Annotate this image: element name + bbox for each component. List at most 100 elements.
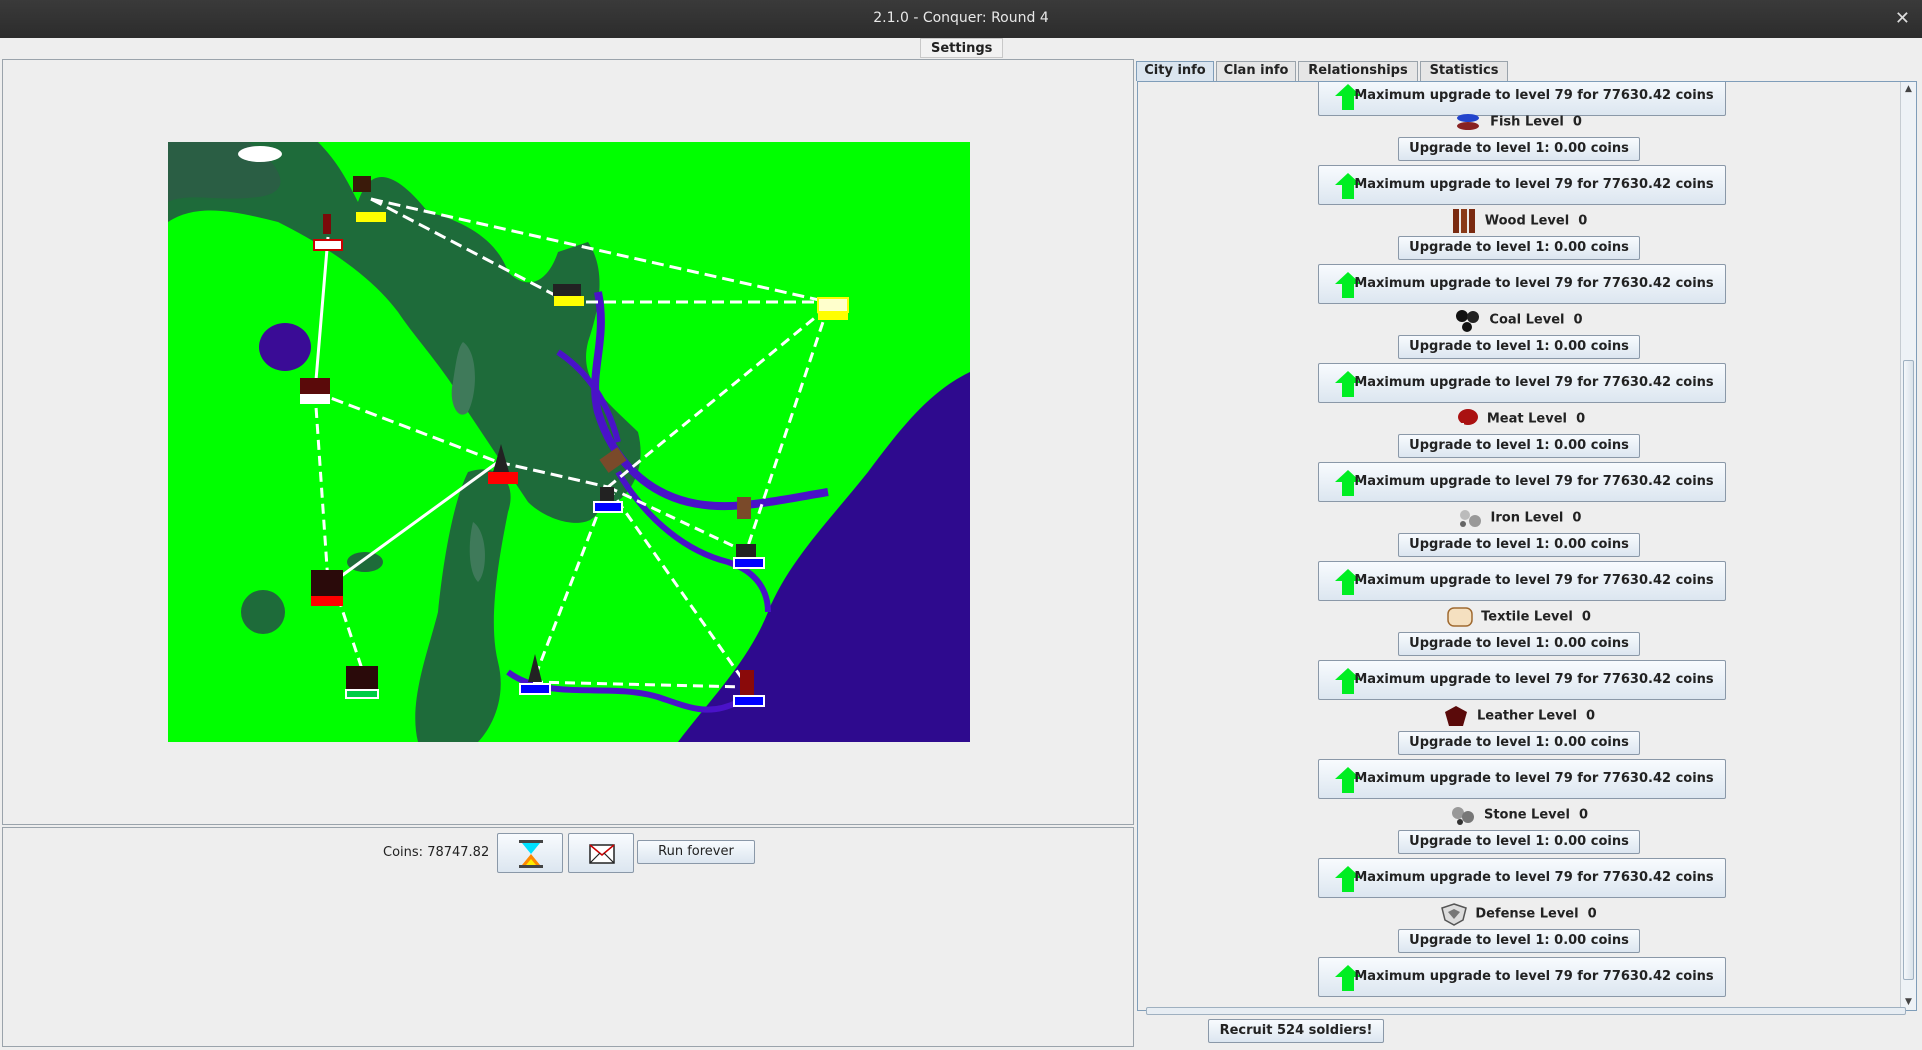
scroll-up-icon[interactable]: ▲	[1905, 84, 1912, 94]
fish-icon	[1454, 110, 1484, 134]
upgrade-level-button[interactable]: Upgrade to level 1: 0.00 coins	[1398, 830, 1640, 854]
bridge-east	[737, 497, 751, 519]
forest-inner-2	[469, 522, 485, 582]
upgrade-arrow-icon	[1335, 569, 1361, 595]
tab-clan-info[interactable]: Clan info	[1216, 61, 1296, 81]
window-title: 2.1.0 - Conquer: Round 4	[873, 10, 1049, 26]
upgrade-level-button[interactable]: Upgrade to level 1: 0.00 coins	[1398, 137, 1640, 161]
resource-name: Iron Level	[1490, 510, 1564, 526]
upgrade-arrow-icon	[1335, 272, 1361, 298]
route-line	[497, 460, 609, 489]
run-forever-button[interactable]: Run forever	[637, 840, 755, 864]
resource-level: 0	[1585, 708, 1596, 724]
resource-name: Defense Level	[1475, 906, 1579, 922]
shield-icon	[1439, 902, 1469, 926]
info-panel: City info Clan info Relationships Statis…	[1136, 59, 1920, 1047]
max-upgrade-button[interactable]: Maximum upgrade to level 79 for 77630.42…	[1318, 561, 1726, 601]
bridge-center	[599, 447, 627, 473]
max-upgrade-button[interactable]: Maximum upgrade to level 79 for 77630.42…	[1318, 363, 1726, 403]
close-icon[interactable]: ✕	[1894, 8, 1910, 29]
horizontal-scrollbar[interactable]	[1146, 1007, 1906, 1015]
resource-level: 0	[1576, 411, 1586, 427]
route-line	[607, 485, 747, 554]
max-upgrade-button[interactable]: Maximum upgrade to level 79 for 77630.42…	[1318, 858, 1726, 898]
upgrade-level-button[interactable]: Upgrade to level 1: 0.00 coins	[1398, 731, 1640, 755]
upgrade-level-button[interactable]: Upgrade to level 1: 0.00 coins	[1398, 632, 1640, 656]
route-line	[532, 680, 749, 689]
route-line	[370, 197, 569, 304]
city-blue-south[interactable]	[519, 654, 551, 695]
next-round-button[interactable]	[497, 833, 563, 873]
settings-menu[interactable]: Settings	[920, 38, 1004, 58]
route-line	[314, 390, 499, 464]
route-lines	[313, 197, 830, 689]
resource-name: Fish Level	[1490, 114, 1564, 130]
coins-display: Coins: 78747.82	[383, 845, 489, 860]
control-panel: Coins: 78747.82 Run forever	[2, 827, 1134, 1047]
forest-inner	[451, 342, 475, 415]
city-red-west[interactable]	[311, 570, 343, 606]
upgrade-arrow-icon	[1335, 866, 1361, 892]
resource-level: 0	[1581, 609, 1591, 625]
resource-name: Meat Level	[1486, 411, 1567, 427]
resource-name: Coal Level	[1489, 312, 1565, 328]
resource-label: Textile Level 0	[1138, 605, 1898, 629]
messages-button[interactable]	[568, 833, 634, 873]
meat-icon	[1451, 407, 1481, 431]
resource-level: 0	[1572, 114, 1582, 130]
upgrade-arrow-icon	[1335, 767, 1361, 793]
coins-label: Coins:	[383, 845, 424, 860]
max-upgrade-button[interactable]: Maximum upgrade to level 79 for 77630.42…	[1318, 82, 1726, 116]
max-upgrade-button[interactable]: Maximum upgrade to level 79 for 77630.42…	[1318, 264, 1726, 304]
recruit-soldiers-button[interactable]: Recruit 524 soldiers!	[1208, 1019, 1384, 1043]
river-north	[556, 349, 621, 443]
resource-name: Wood Level	[1484, 213, 1570, 229]
resource-name: Stone Level	[1483, 807, 1570, 823]
tab-statistics[interactable]: Statistics	[1420, 61, 1508, 81]
snow-patch	[238, 146, 282, 162]
route-line	[370, 197, 829, 304]
upgrade-level-button[interactable]: Upgrade to level 1: 0.00 coins	[1398, 434, 1640, 458]
vertical-scrollbar[interactable]: ▲ ▼	[1900, 82, 1916, 1010]
upgrade-level-button[interactable]: Upgrade to level 1: 0.00 coins	[1398, 929, 1640, 953]
city-green-south[interactable]	[345, 666, 379, 699]
city-blue-southeast[interactable]	[733, 670, 765, 707]
city-yellow-north[interactable]	[353, 176, 386, 222]
max-upgrade-button[interactable]: Maximum upgrade to level 79 for 77630.42…	[1318, 660, 1726, 700]
tab-relationships[interactable]: Relationships	[1298, 61, 1418, 81]
max-upgrade-button[interactable]: Maximum upgrade to level 79 for 77630.42…	[1318, 759, 1726, 799]
upgrade-level-button[interactable]: Upgrade to level 1: 0.00 coins	[1398, 335, 1640, 359]
game-map[interactable]	[168, 142, 970, 742]
max-upgrade-button[interactable]: Maximum upgrade to level 79 for 77630.42…	[1318, 957, 1726, 997]
city-blue-east[interactable]	[733, 544, 765, 569]
resource-label: Meat Level 0	[1138, 407, 1898, 431]
forest-island-west	[241, 590, 285, 634]
city-white-northwest[interactable]	[313, 214, 343, 251]
resource-label: Defense Level 0	[1138, 902, 1898, 926]
city-yellow-east[interactable]	[817, 297, 849, 320]
resource-label: Stone Level 0	[1138, 803, 1898, 827]
city-red-center[interactable]	[488, 444, 518, 484]
resource-label: Wood Level 0	[1138, 209, 1898, 233]
resource-level: 0	[1578, 807, 1589, 823]
resource-level: 0	[1578, 213, 1588, 229]
route-line	[313, 236, 330, 393]
resource-label: Coal Level 0	[1138, 308, 1898, 332]
upgrade-level-button[interactable]: Upgrade to level 1: 0.00 coins	[1398, 236, 1640, 260]
max-upgrade-button[interactable]: Maximum upgrade to level 79 for 77630.42…	[1318, 165, 1726, 205]
max-upgrade-button[interactable]: Maximum upgrade to level 79 for 77630.42…	[1318, 462, 1726, 502]
city-blue-center[interactable]	[593, 487, 623, 513]
upgrade-arrow-icon	[1335, 173, 1361, 199]
forest-region-north	[168, 142, 641, 523]
scroll-down-icon[interactable]: ▼	[1905, 997, 1912, 1007]
city-yellow-center[interactable]	[553, 284, 584, 306]
city-white-west[interactable]	[300, 378, 330, 404]
scroll-thumb[interactable]	[1903, 360, 1914, 980]
stone-icon	[1448, 803, 1478, 827]
tab-city-info[interactable]: City info	[1136, 61, 1214, 81]
menu-bar: Settings	[0, 38, 1922, 58]
upgrade-level-button[interactable]: Upgrade to level 1: 0.00 coins	[1398, 533, 1640, 557]
lake-west	[259, 323, 311, 371]
resource-name: Textile Level	[1481, 609, 1573, 625]
route-line	[332, 460, 499, 584]
